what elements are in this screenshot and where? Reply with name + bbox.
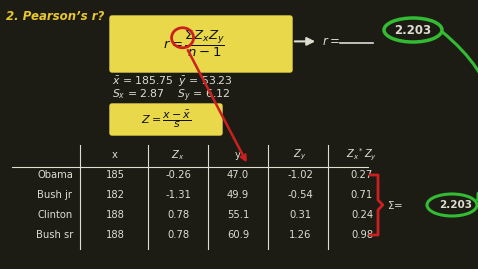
Text: $Z_y$: $Z_y$ (293, 148, 307, 162)
Text: Bush jr: Bush jr (37, 190, 73, 200)
Text: 0.71: 0.71 (351, 190, 373, 200)
Text: $Z_x$: $Z_x$ (172, 148, 185, 162)
Text: 60.9: 60.9 (227, 230, 249, 240)
Text: 55.1: 55.1 (227, 210, 249, 220)
Text: -1.02: -1.02 (287, 170, 313, 180)
Text: 2.203: 2.203 (439, 200, 472, 210)
Text: $\bar{x}$ = 185.75  $\bar{y}$ = 53.23: $\bar{x}$ = 185.75 $\bar{y}$ = 53.23 (112, 75, 233, 89)
FancyArrowPatch shape (188, 50, 245, 160)
Text: 0.98: 0.98 (351, 230, 373, 240)
Text: $\Sigma$=: $\Sigma$= (387, 199, 403, 211)
Text: 47.0: 47.0 (227, 170, 249, 180)
Text: $r = \dfrac{\Sigma Z_x Z_y}{n-1}$: $r = \dfrac{\Sigma Z_x Z_y}{n-1}$ (163, 29, 225, 59)
Ellipse shape (384, 18, 442, 42)
Text: 0.78: 0.78 (167, 230, 189, 240)
Text: -0.54: -0.54 (287, 190, 313, 200)
Text: $Z_x{}^*Z_y$: $Z_x{}^*Z_y$ (347, 147, 378, 163)
Text: $S_x$ = 2.87    $S_y$ = 6.12: $S_x$ = 2.87 $S_y$ = 6.12 (112, 88, 230, 104)
Text: y: y (235, 150, 241, 160)
Text: -0.26: -0.26 (165, 170, 191, 180)
Text: 188: 188 (106, 210, 124, 220)
Text: x: x (112, 150, 118, 160)
Text: 182: 182 (106, 190, 124, 200)
Text: Obama: Obama (37, 170, 73, 180)
Text: 0.78: 0.78 (167, 210, 189, 220)
Text: $Z = \dfrac{x - \bar{x}}{s}$: $Z = \dfrac{x - \bar{x}}{s}$ (141, 109, 191, 130)
Text: $r=$: $r=$ (322, 35, 340, 48)
Text: 2. Pearson’s r?: 2. Pearson’s r? (6, 10, 104, 23)
FancyArrowPatch shape (442, 32, 478, 200)
Text: Clinton: Clinton (37, 210, 73, 220)
Text: 49.9: 49.9 (227, 190, 249, 200)
Text: 0.31: 0.31 (289, 210, 311, 220)
Text: 2.203: 2.203 (394, 23, 432, 37)
Text: Bush sr: Bush sr (36, 230, 74, 240)
FancyBboxPatch shape (110, 104, 222, 135)
Ellipse shape (427, 194, 477, 216)
Text: 188: 188 (106, 230, 124, 240)
FancyBboxPatch shape (110, 16, 292, 72)
Text: 0.24: 0.24 (351, 210, 373, 220)
Text: 0.27: 0.27 (351, 170, 373, 180)
Text: 1.26: 1.26 (289, 230, 311, 240)
Text: 185: 185 (106, 170, 124, 180)
Text: -1.31: -1.31 (165, 190, 191, 200)
